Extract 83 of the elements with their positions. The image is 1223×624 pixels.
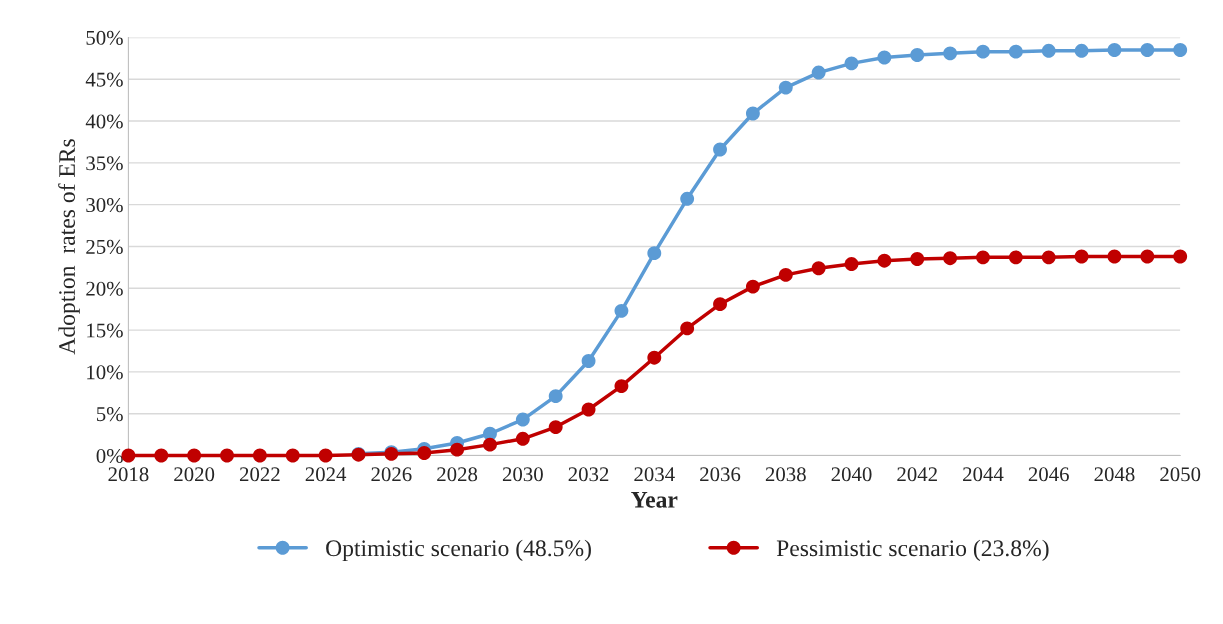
x-tick-label: 2024 [305,467,347,482]
x-tick-label: 2020 [174,467,215,482]
x-tick-label: 2018 [108,467,149,482]
x-tick-label: 2034 [634,467,675,482]
y-tick-label: 0% [96,448,123,464]
point [187,448,202,463]
point [647,350,662,365]
point [450,442,465,457]
point [943,46,958,61]
point [1074,249,1089,264]
point [548,420,563,435]
point [910,48,925,62]
y-tick-label: 30% [86,198,123,213]
x-tick-label: 2028 [437,467,478,482]
legend-label: Optimistic scenario (48.5%) [326,539,591,562]
point [745,279,760,294]
x-tick-label: 2036 [700,467,741,482]
x-tick-label: 2050 [1160,467,1201,482]
y-axis-title: Adoption rates of ERs [58,139,80,355]
y-tick-label: 20% [86,281,123,296]
x-tick-label: 2022 [239,467,280,482]
point [910,252,925,266]
point [745,106,760,121]
point [844,257,859,271]
point [1008,250,1023,265]
y-tick-label: 35% [86,156,123,171]
x-tick-label: 2026 [371,467,412,482]
point [318,448,333,463]
point [844,56,859,71]
point [647,246,662,261]
point [252,448,267,463]
point [976,250,990,265]
x-axis-title: Year [631,492,678,508]
point [976,44,990,59]
point [680,321,695,336]
point [778,80,793,95]
x-tick-label: 2040 [831,467,872,482]
point [1173,43,1188,57]
point [811,261,826,276]
point [483,437,497,452]
point [680,191,695,206]
point [1107,43,1122,57]
point [1140,43,1155,57]
point [614,303,629,318]
point [1041,250,1056,265]
point [285,448,300,463]
point [1173,249,1188,264]
point [713,297,727,312]
point [713,142,727,157]
x-tick-label: 2032 [568,467,609,482]
point [1140,249,1155,264]
point [1041,43,1056,58]
point [877,253,892,268]
x-tick-label: 2046 [1028,467,1069,482]
point [581,402,596,417]
point [1107,249,1122,264]
point [581,354,596,368]
y-tick-label: 15% [87,323,123,338]
y-tick-label: 45% [85,72,123,87]
x-tick-label: 2048 [1094,467,1135,482]
y-tick-label: 50% [86,30,123,45]
point [515,412,530,427]
x-tick-label: 2038 [765,467,806,482]
legend-label: Pessimistic scenario (23.8%) [776,539,1049,562]
point [220,448,234,463]
x-tick-label: 2044 [963,467,1004,482]
point [515,431,530,446]
point [877,50,892,65]
point [811,65,826,80]
point [1008,44,1023,59]
point [778,267,793,282]
point [548,389,563,404]
point [943,251,958,266]
y-tick-label: 25% [86,239,123,254]
y-tick-label: 40% [85,114,123,129]
point [154,448,169,463]
x-tick-label: 2042 [897,467,937,482]
x-tick-label: 2030 [502,467,543,482]
point [614,379,629,394]
y-tick-label: 5% [96,407,123,422]
point [1074,43,1089,58]
point [417,446,432,460]
y-tick-label: 10% [87,365,123,380]
